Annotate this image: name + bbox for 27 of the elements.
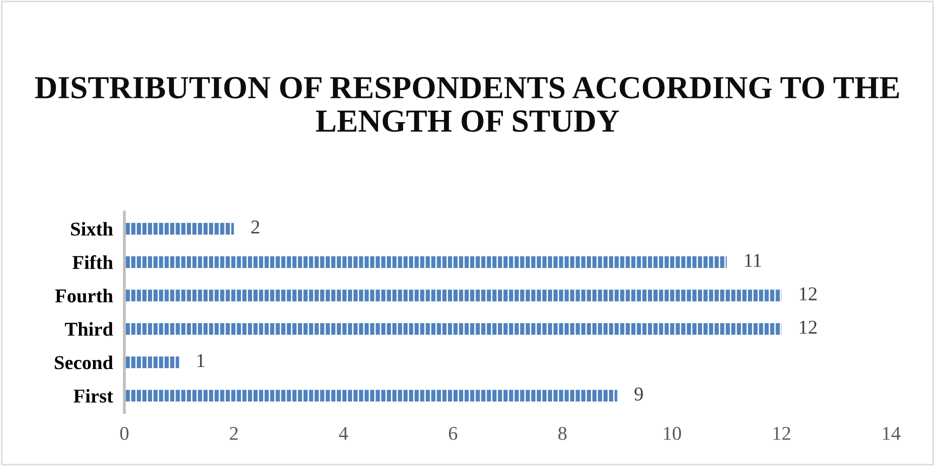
x-tick-label: 12: [774, 426, 790, 440]
bar: [124, 222, 234, 235]
data-label: 12: [800, 287, 817, 300]
x-tick-label: 10: [664, 426, 681, 440]
x-tick-label: 0: [120, 426, 128, 440]
x-tick-label: 2: [230, 426, 238, 440]
data-label: 11: [745, 254, 761, 267]
data-label: 2: [251, 220, 260, 234]
y-tick-label: Sixth: [71, 222, 113, 236]
bar: [124, 256, 727, 268]
x-tick-label: 8: [558, 426, 567, 440]
x-tick-label: 14: [883, 426, 900, 440]
bar: [124, 323, 782, 335]
bar: [124, 290, 782, 302]
data-label: 1: [197, 354, 204, 367]
data-label: 9: [634, 388, 643, 401]
y-tick-label: Fourth: [55, 288, 113, 303]
y-tick-label: Fifth: [72, 255, 113, 270]
x-tick-label: 4: [338, 426, 348, 440]
y-tick-label: Second: [54, 356, 114, 370]
bar: [124, 390, 618, 402]
chart-title: DISTRIBUTION OF RESPONDENTS ACCORDING TO THE LENGTH OF STUDY: [35, 77, 899, 132]
data-label: 12: [800, 320, 817, 334]
y-tick-label: First: [74, 388, 114, 403]
y-tick-label: Third: [64, 322, 114, 336]
x-tick-label: 6: [448, 426, 458, 440]
bar: [124, 356, 180, 368]
